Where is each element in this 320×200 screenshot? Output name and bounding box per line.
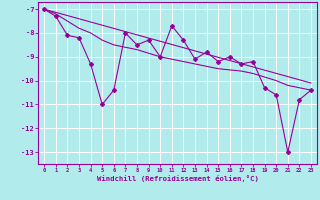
X-axis label: Windchill (Refroidissement éolien,°C): Windchill (Refroidissement éolien,°C) (97, 175, 259, 182)
